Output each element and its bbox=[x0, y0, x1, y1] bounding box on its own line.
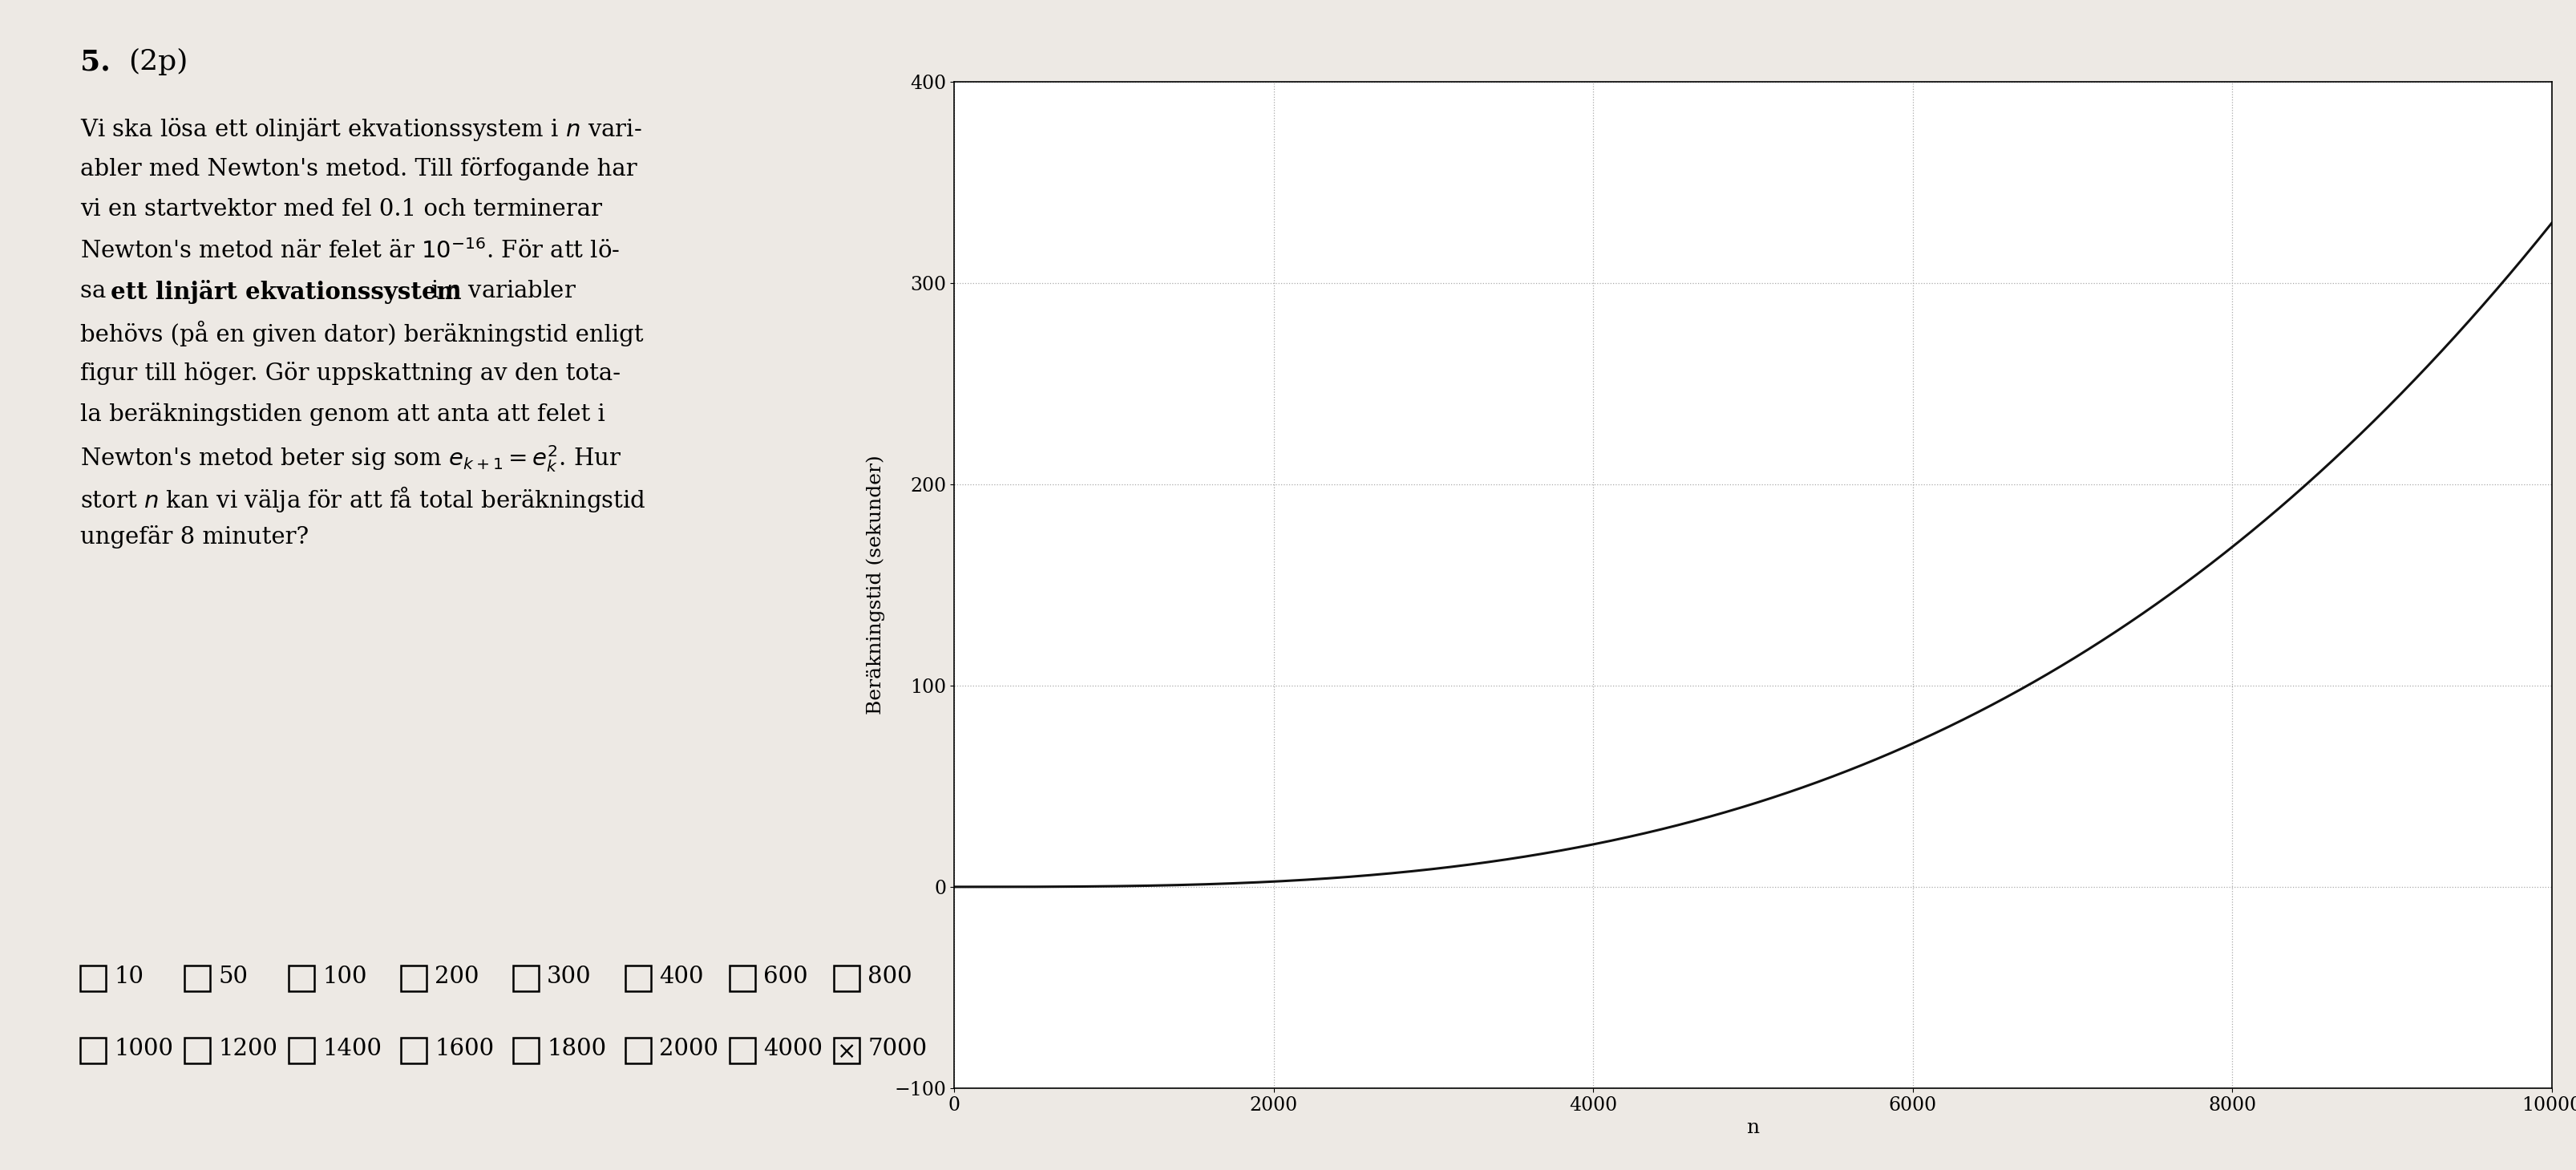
Bar bbox=[626, 1038, 652, 1064]
Bar bbox=[729, 1038, 755, 1064]
Text: 50: 50 bbox=[219, 965, 247, 987]
Text: ×: × bbox=[837, 1041, 855, 1064]
Text: (2p): (2p) bbox=[129, 48, 188, 75]
Text: 5.: 5. bbox=[80, 48, 111, 75]
Text: 1000: 1000 bbox=[113, 1038, 173, 1060]
Bar bbox=[80, 1038, 106, 1064]
Bar bbox=[289, 965, 314, 991]
Text: la beräkningstiden genom att anta att felet i: la beräkningstiden genom att anta att fe… bbox=[80, 402, 605, 426]
Text: ungefär 8 minuter?: ungefär 8 minuter? bbox=[80, 525, 309, 549]
Text: Vi ska lösa ett olinjärt ekvationssystem i $n$ vari-: Vi ska lösa ett olinjärt ekvationssystem… bbox=[80, 116, 641, 143]
Text: i $n$ variabler: i $n$ variabler bbox=[422, 280, 577, 302]
Bar bbox=[513, 1038, 538, 1064]
Y-axis label: Beräkningstid (sekunder): Beräkningstid (sekunder) bbox=[866, 455, 886, 715]
Bar bbox=[626, 965, 652, 991]
Text: vi en startvektor med fel 0.1 och terminerar: vi en startvektor med fel 0.1 och termin… bbox=[80, 198, 603, 220]
Text: 1800: 1800 bbox=[546, 1038, 605, 1060]
Text: ett linjärt ekvationssystem: ett linjärt ekvationssystem bbox=[111, 280, 461, 304]
Text: Newton's metod beter sig som $e_{k+1} = e_k^2$. Hur: Newton's metod beter sig som $e_{k+1} = … bbox=[80, 443, 621, 474]
Text: 10: 10 bbox=[113, 965, 144, 987]
Bar bbox=[80, 965, 106, 991]
Bar bbox=[835, 1038, 860, 1064]
Text: 1400: 1400 bbox=[322, 1038, 381, 1060]
Text: 400: 400 bbox=[659, 965, 703, 987]
Text: 300: 300 bbox=[546, 965, 592, 987]
Text: 1600: 1600 bbox=[435, 1038, 495, 1060]
Text: 7000: 7000 bbox=[868, 1038, 927, 1060]
Text: 600: 600 bbox=[762, 965, 809, 987]
Bar bbox=[402, 965, 428, 991]
Bar bbox=[513, 965, 538, 991]
Bar bbox=[185, 1038, 211, 1064]
Text: sa: sa bbox=[80, 280, 113, 302]
Bar bbox=[835, 965, 860, 991]
Text: 100: 100 bbox=[322, 965, 366, 987]
Text: 200: 200 bbox=[435, 965, 479, 987]
Text: Newton's metod när felet är $10^{-16}$. För att lö-: Newton's metod när felet är $10^{-16}$. … bbox=[80, 239, 621, 263]
X-axis label: n: n bbox=[1747, 1119, 1759, 1137]
Text: behövs (på en given dator) beräkningstid enligt: behövs (på en given dator) beräkningstid… bbox=[80, 321, 644, 346]
Text: stort $n$ kan vi välja för att få total beräkningstid: stort $n$ kan vi välja för att få total … bbox=[80, 484, 647, 514]
Text: 1200: 1200 bbox=[219, 1038, 278, 1060]
Bar bbox=[289, 1038, 314, 1064]
Text: figur till höger. Gör uppskattning av den tota-: figur till höger. Gör uppskattning av de… bbox=[80, 362, 621, 385]
Text: 800: 800 bbox=[868, 965, 912, 987]
Bar bbox=[185, 965, 211, 991]
Bar bbox=[729, 965, 755, 991]
Text: 2000: 2000 bbox=[659, 1038, 719, 1060]
Text: abler med Newton's metod. Till förfogande har: abler med Newton's metod. Till förfogand… bbox=[80, 157, 636, 180]
Text: 4000: 4000 bbox=[762, 1038, 822, 1060]
Bar bbox=[402, 1038, 428, 1064]
